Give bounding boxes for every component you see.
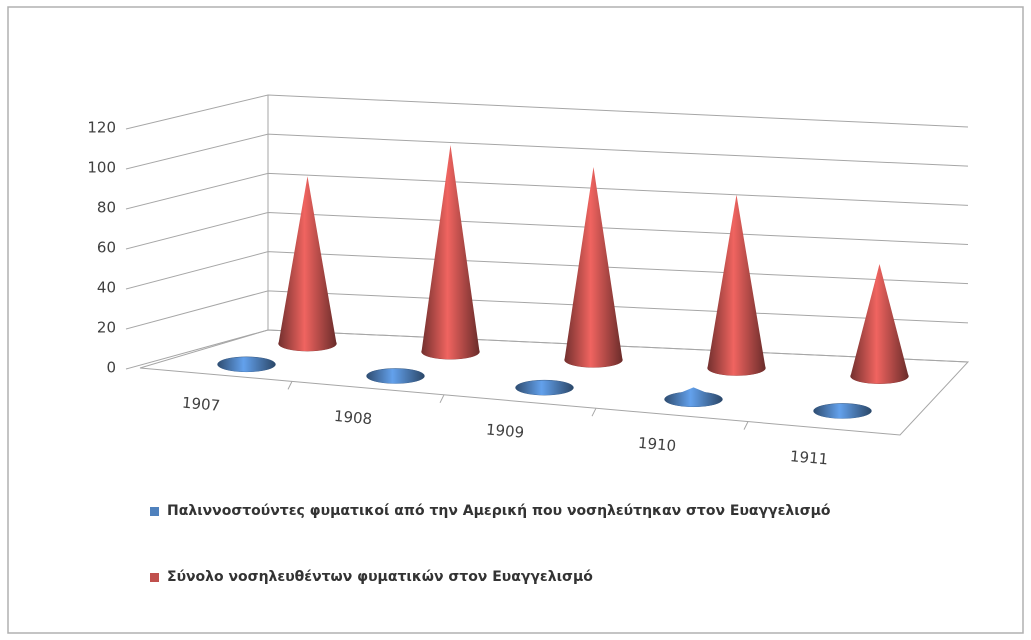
y-tick-label: 20 (97, 319, 116, 337)
cone (421, 145, 480, 360)
cone-body (664, 387, 723, 407)
legend-item: Παλιννοστούντες φυματικοί από την Αμερικ… (150, 500, 890, 522)
cone-body (217, 360, 276, 372)
x-tick-label: 1909 (485, 420, 525, 441)
floor-tick (743, 421, 749, 430)
cone-body (707, 194, 766, 376)
cone-body (813, 408, 872, 419)
legend-swatch (150, 573, 159, 582)
cone (515, 379, 574, 396)
y-tick-label: 40 (97, 279, 116, 297)
legend-item: Σύνολο νοσηλευθέντων φυματικών στον Ευαγ… (150, 566, 890, 588)
y-tick-label: 120 (87, 119, 116, 137)
cone (813, 403, 872, 419)
legend-label: Σύνολο νοσηλευθέντων φυματικών στον Ευαγ… (167, 569, 593, 585)
legend-swatch (150, 507, 159, 516)
cone (366, 368, 425, 384)
floor-tick (591, 407, 597, 417)
x-tick-label: 1908 (333, 407, 373, 428)
cone (664, 387, 723, 408)
cone-body (366, 373, 425, 384)
cone-body (421, 145, 480, 360)
cone (217, 356, 276, 373)
cone (278, 176, 337, 352)
cone-body (564, 166, 623, 368)
cone (564, 166, 623, 368)
cone-body (850, 263, 909, 384)
x-tick-label: 1907 (181, 394, 221, 415)
floor-tick (287, 381, 293, 390)
floor-tick (439, 394, 445, 404)
cone (707, 194, 766, 376)
cone-body (278, 176, 337, 352)
y-tick-label: 80 (97, 199, 116, 217)
legend-label: Παλιννοστούντες φυματικοί από την Αμερικ… (167, 503, 831, 519)
y-tick-label: 100 (87, 159, 116, 177)
cone (850, 263, 909, 384)
y-tick-label: 0 (106, 359, 116, 377)
frame (7, 6, 1024, 634)
cone-body (515, 385, 574, 396)
x-tick-label: 1910 (637, 434, 677, 455)
y-tick-label: 60 (97, 239, 116, 257)
x-tick-label: 1911 (789, 447, 829, 468)
